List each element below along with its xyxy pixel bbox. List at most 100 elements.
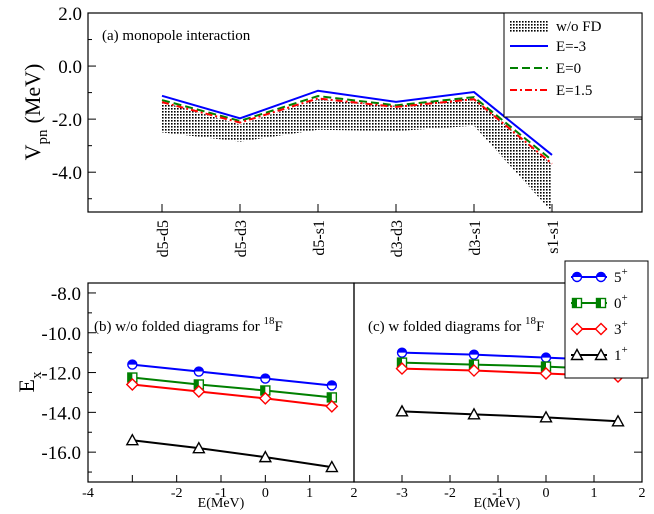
series-line-3 [132, 439, 332, 469]
legend-band-swatch [510, 20, 548, 33]
legend-label-main: 1 [614, 348, 622, 364]
panel-a-ylabel-main: V [20, 144, 45, 160]
legend-band-label: w/o FD [556, 19, 602, 35]
panel-a-annotation: (a) monopole interaction [102, 28, 251, 44]
panel-c-xtick-label: 2 [639, 486, 646, 501]
panel-b-annotation-elem: F [275, 319, 283, 335]
panel-b-xtick-label: -2 [171, 486, 183, 501]
legend-label-main: 0 [614, 296, 622, 312]
data-point-square-fill [541, 362, 546, 372]
panel-b-ylabel: Ex [14, 371, 45, 392]
series-line-1 [132, 376, 332, 399]
legend-label-0: 5+ [614, 266, 628, 286]
data-point-circle-fill [194, 367, 204, 372]
legend-label-3: 1+ [614, 344, 628, 364]
panel-a-ytick-label: -4.0 [52, 163, 82, 184]
data-point-square-fill [469, 360, 474, 370]
legend-label-sup: + [622, 292, 628, 304]
panel-c-annotation-sup: 18 [525, 315, 537, 327]
panel-b-ytick-label: -14.0 [41, 403, 81, 424]
panel-b-annotation-text: (b) w/o folded diagrams for [94, 319, 264, 335]
data-point-square-fill [397, 358, 402, 368]
panel-a-yticks: 2.0 0.0 -2.0 -4.0 [52, 4, 642, 200]
data-point-diamond [325, 399, 339, 413]
panel-c-xtick-label: 1 [591, 486, 598, 501]
panel-b-annotation: (b) w/o folded diagrams for 18F [94, 315, 283, 335]
panel-c-xtick-label: -2 [444, 486, 456, 501]
legend-label-main: 3 [614, 322, 622, 338]
panel-b-xtick-label: 2 [351, 486, 358, 501]
panel-b: -8.0 -10.0 -12.0 -14.0 -16.0 -4 -2 -1 0 1 2 (b) w… [14, 282, 642, 511]
data-point-circle-fill [572, 272, 582, 277]
panel-c-xlabel: E(MeV) [474, 496, 521, 511]
panel-c-xticks: -3 -2 -1 0 1 2 [396, 475, 646, 501]
panel-c-legend-items: 5+0+3+1+ [570, 266, 628, 364]
panel-c: -3 -2 -1 0 1 2 (c) w folded diagrams for 18F … [353, 260, 649, 511]
legend-label-sup: + [622, 344, 628, 356]
data-point-triangle [258, 450, 273, 463]
panel-a: 2.0 0.0 -2.0 -4.0 d5-d5 d5-d3 d5-s1 d3-d3 d3-s1… [20, 4, 643, 257]
panel-c-legend: 5+0+3+1+ [564, 260, 649, 379]
data-point-square-fill [194, 379, 199, 389]
series-line-3 [401, 410, 619, 423]
series-line-2 [132, 383, 332, 408]
data-point-square-fill [260, 385, 266, 395]
panel-b-xlabel: E(MeV) [198, 496, 245, 511]
data-point-triangle [395, 404, 409, 417]
panel-b-xtick-label: -1 [215, 486, 227, 501]
legend-label-2: 3+ [614, 318, 628, 338]
data-point-diamond [395, 362, 409, 376]
legend-label-1: 0+ [614, 292, 628, 312]
legend-label-1: E=0 [556, 61, 581, 77]
data-point-circle-fill [397, 348, 407, 353]
data-point-diamond [570, 322, 584, 336]
panel-a-xtick-label: d3-d3 [389, 220, 406, 257]
panel-c-annotation: (c) w folded diagrams for 18F [368, 315, 544, 335]
panel-b-annotation-sup: 18 [264, 315, 276, 327]
data-point-circle-fill [327, 380, 337, 386]
data-point-triangle [611, 414, 625, 427]
data-point-circle-fill [127, 360, 137, 365]
data-point-circle-fill [596, 272, 606, 277]
panel-a-ytick-label: -2.0 [52, 110, 82, 131]
data-point-triangle [467, 407, 481, 420]
panel-a-xtick-label: d5-d3 [233, 220, 250, 257]
panel-a-xtick-label: d3-s1 [467, 220, 484, 256]
data-point-triangle [325, 460, 339, 473]
panel-b-ytick-label: -8.0 [51, 284, 81, 305]
data-point-diamond [539, 367, 553, 381]
series-line-1 [161, 95, 553, 162]
panel-b-ylabel-main: E [14, 379, 39, 392]
panel-a-ytick-label: 0.0 [58, 57, 82, 78]
panel-a-ylabel: Vpn (MeV) [20, 64, 51, 161]
panel-c-annotation-elem: F [536, 319, 544, 335]
panel-b-xtick-label: -4 [82, 486, 94, 501]
panel-a-xtick-label: d5-s1 [311, 220, 328, 256]
band-w-o-fd [162, 97, 552, 212]
panel-c-xtick-label: -3 [396, 486, 408, 501]
data-point-diamond [125, 378, 139, 391]
panel-a-ytick-label: 2.0 [58, 4, 82, 25]
panel-c-annotation-text: (c) w folded diagrams for [368, 319, 525, 335]
panel-b-ytick-label: -12.0 [41, 364, 81, 385]
panel-b-xtick-label: 0 [262, 486, 269, 501]
panel-c-xtick-label: -1 [492, 486, 504, 501]
panel-a-xtick-label: d5-d5 [155, 220, 172, 257]
panel-a-ylabel-unit: (MeV) [20, 64, 45, 124]
data-point-diamond [467, 364, 481, 378]
panel-a-legend: w/o FD E=-3 E=0 E=1.5 [503, 12, 643, 118]
legend-label-2: E=1.5 [556, 83, 592, 99]
data-point-circle-fill [260, 374, 270, 379]
panel-b-ytick-label: -10.0 [41, 324, 81, 345]
data-point-triangle [570, 348, 584, 361]
data-point-triangle [594, 348, 608, 361]
data-point-triangle [192, 441, 206, 454]
data-point-square-fill [127, 373, 133, 383]
data-point-circle-fill [469, 350, 479, 355]
panel-a-ylabel-sub: pn [35, 129, 51, 145]
legend-label-sup: + [622, 318, 628, 330]
legend-label-0: E=-3 [556, 39, 586, 55]
panel-a-band-layer [162, 97, 552, 212]
panel-a-lines-layer [161, 89, 553, 165]
